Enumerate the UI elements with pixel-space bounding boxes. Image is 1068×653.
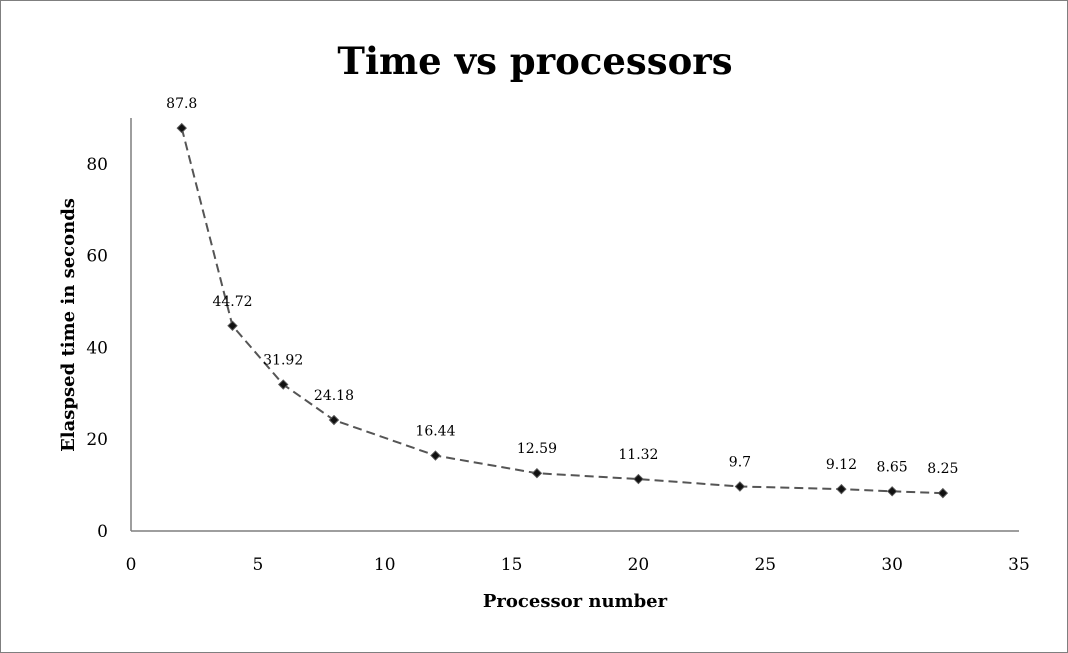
y-tick-label: 0 [97,522,108,542]
x-tick-label: 25 [754,555,776,575]
data-point-marker [734,481,746,492]
data-label: 9.7 [729,454,751,470]
x-tick-label: 15 [501,555,523,575]
data-label: 8.65 [877,459,908,475]
x-tick-label: 35 [1008,555,1030,575]
data-label: 24.18 [314,388,354,404]
x-tick-label: 20 [628,555,650,575]
data-point-marker [633,473,644,485]
y-axis-title: Elaspsed time in seconds [58,198,79,452]
x-axis-title: Processor number [483,591,668,612]
plot-area: 0 5 10 15 20 25 30 35 0 20 40 60 80 87.8 44.72 31.92 24.… [86,96,1029,575]
chart-title: Time vs processors [337,39,732,83]
data-point-marker [430,450,441,461]
y-tick-label: 20 [86,430,108,450]
data-point-marker [328,414,340,426]
data-point-marker [278,379,289,390]
data-label: 8.25 [927,461,958,477]
data-point-marker [176,122,187,134]
y-tick-label: 80 [86,155,108,175]
y-tick-label: 40 [86,338,108,358]
x-tick-label: 10 [374,555,396,575]
data-point-marker [886,486,898,497]
x-tick-label: 5 [252,555,263,575]
data-label: 9.12 [826,457,857,473]
data-point-marker [937,487,949,499]
data-label: 87.8 [166,96,197,112]
data-label: 44.72 [212,294,252,310]
data-label: 12.59 [517,441,557,457]
x-tick-label: 30 [881,555,903,575]
data-point-marker [227,320,238,331]
data-label: 16.44 [415,424,455,440]
data-point-marker [836,483,847,495]
data-label: 11.32 [618,447,658,463]
y-tick-label: 60 [86,247,108,267]
x-tick-label: 0 [126,555,137,575]
data-label: 31.92 [263,353,303,369]
series-line [180,127,943,495]
data-point-marker [531,468,543,479]
